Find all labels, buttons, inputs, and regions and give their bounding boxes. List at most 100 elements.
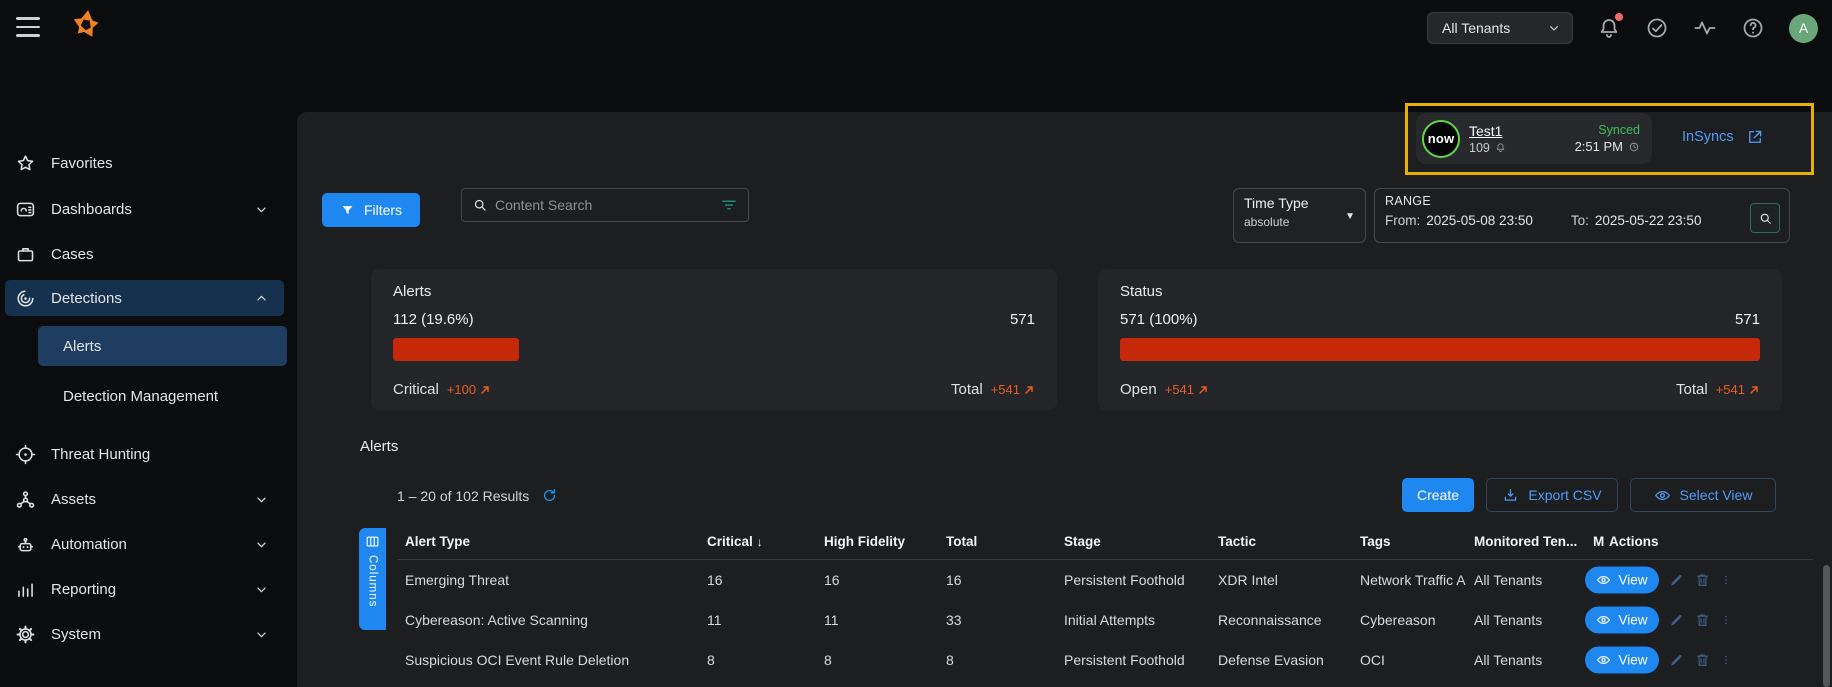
insyncs-link-label: InSyncs bbox=[1682, 129, 1734, 145]
range-to-value[interactable]: 2025-05-22 23:50 bbox=[1594, 213, 1702, 228]
sidebar: Favorites Dashboards Cases Detections Alerts… bbox=[0, 56, 297, 687]
sidebar-item-threat-hunting[interactable]: Threat Hunting bbox=[5, 436, 284, 472]
highlight-annotation-box bbox=[1405, 103, 1814, 175]
topbar: All Tenants A bbox=[0, 0, 1832, 56]
sidebar-item-dashboards[interactable]: Dashboards bbox=[5, 191, 284, 227]
footer-right-label: Total bbox=[951, 381, 983, 398]
column-header-high-fidelity[interactable]: High Fidelity bbox=[824, 534, 905, 549]
export-csv-label: Export CSV bbox=[1528, 487, 1602, 503]
sidebar-item-assets[interactable]: Assets bbox=[5, 481, 284, 517]
cell-stage: Persistent Foothold bbox=[1064, 652, 1185, 668]
more-actions-icon[interactable] bbox=[1720, 652, 1732, 669]
view-button[interactable]: View bbox=[1585, 646, 1659, 674]
sidebar-item-system[interactable]: System bbox=[5, 616, 284, 652]
sidebar-item-label: Reporting bbox=[51, 580, 117, 598]
sync-count: 109 bbox=[1469, 140, 1490, 155]
chevron-down-icon bbox=[251, 581, 272, 598]
sidebar-item-detection-management[interactable]: Detection Management bbox=[38, 378, 287, 414]
sidebar-item-automation[interactable]: Automation bbox=[5, 526, 284, 562]
query-filter-icon[interactable] bbox=[720, 196, 738, 214]
activity-pulse-icon[interactable] bbox=[1693, 16, 1717, 40]
sidebar-item-reporting[interactable]: Reporting bbox=[5, 571, 284, 607]
refresh-icon[interactable] bbox=[541, 487, 558, 504]
content-search-input[interactable] bbox=[495, 197, 713, 213]
star-icon bbox=[15, 153, 36, 174]
range-from-label: From: bbox=[1385, 213, 1421, 228]
columns-grid-icon bbox=[365, 534, 380, 549]
more-actions-icon[interactable] bbox=[1720, 612, 1732, 629]
clock-icon bbox=[1628, 141, 1640, 153]
apply-range-search-button[interactable] bbox=[1750, 203, 1780, 233]
time-type-dropdown[interactable]: Time Type absolute ▼ bbox=[1233, 188, 1366, 243]
view-button[interactable]: View bbox=[1585, 566, 1659, 594]
filters-button[interactable]: Filters bbox=[322, 193, 420, 227]
dropdown-arrow-icon: ▼ bbox=[1345, 211, 1355, 222]
sidebar-item-label: Automation bbox=[51, 535, 127, 553]
footer-left-delta: +100 bbox=[446, 382, 477, 397]
range-from-value[interactable]: 2025-05-08 23:50 bbox=[1426, 213, 1533, 228]
tasks-check-icon[interactable] bbox=[1645, 16, 1669, 40]
delete-icon[interactable] bbox=[1694, 612, 1711, 629]
trend-up-icon bbox=[1197, 384, 1209, 396]
cell-critical: 8 bbox=[707, 652, 715, 668]
footer-right-label: Total bbox=[1676, 381, 1708, 398]
sort-desc-icon: ↓ bbox=[756, 535, 763, 549]
columns-button[interactable]: Columns bbox=[359, 528, 386, 630]
user-avatar[interactable]: A bbox=[1789, 13, 1818, 43]
column-header-tactic[interactable]: Tactic bbox=[1218, 534, 1257, 549]
column-header-actions[interactable]: Actions bbox=[1609, 534, 1659, 549]
more-actions-icon[interactable] bbox=[1720, 572, 1732, 589]
tenant-selector[interactable]: All Tenants bbox=[1427, 12, 1573, 44]
column-header-alert-type[interactable]: Alert Type bbox=[405, 534, 471, 549]
notifications-bell-icon[interactable] bbox=[1597, 13, 1623, 40]
search-icon bbox=[1758, 211, 1773, 226]
edit-icon[interactable] bbox=[1668, 572, 1685, 589]
edit-icon[interactable] bbox=[1668, 612, 1685, 629]
download-icon bbox=[1502, 487, 1519, 504]
dashboards-icon bbox=[15, 199, 36, 220]
card-left-value: 571 (100%) bbox=[1120, 311, 1198, 328]
sidebar-item-alerts[interactable]: Alerts bbox=[38, 326, 287, 366]
sync-status-badge: Synced bbox=[1598, 123, 1640, 137]
table-row[interactable]: Emerging Threat 16 16 16 Persistent Foothold… bbox=[397, 560, 1813, 600]
sidebar-item-favorites[interactable]: Favorites bbox=[5, 145, 284, 181]
sync-connector-name-link[interactable]: Test1 bbox=[1469, 122, 1503, 139]
edit-icon[interactable] bbox=[1668, 652, 1685, 669]
table-row[interactable]: Cybereason: Active Scanning 11 11 33 Initial… bbox=[397, 600, 1813, 640]
sidebar-item-cases[interactable]: Cases bbox=[5, 236, 284, 272]
column-header-total[interactable]: Total bbox=[946, 534, 978, 549]
column-header-tags[interactable]: Tags bbox=[1360, 534, 1391, 549]
column-header-critical[interactable]: Critical ↓ bbox=[707, 534, 763, 549]
alerts-stat-card: Alerts 112 (19.6%) 571 Critical +100 Tot… bbox=[371, 269, 1057, 410]
help-icon[interactable] bbox=[1741, 16, 1765, 40]
select-view-button[interactable]: Select View bbox=[1630, 478, 1776, 512]
cell-monitored_tenants: All Tenants bbox=[1474, 612, 1543, 628]
delete-icon[interactable] bbox=[1694, 652, 1711, 669]
cell-alert_type: Suspicious OCI Event Rule Deletion bbox=[405, 652, 630, 668]
cell-alert_type: Cybereason: Active Scanning bbox=[405, 612, 588, 628]
hamburger-menu-icon[interactable] bbox=[16, 17, 40, 37]
export-csv-button[interactable]: Export CSV bbox=[1486, 478, 1618, 512]
view-button[interactable]: View bbox=[1585, 606, 1659, 634]
card-title: Status bbox=[1120, 283, 1163, 300]
insyncs-link[interactable]: InSyncs bbox=[1682, 128, 1764, 146]
alerts-section-title: Alerts bbox=[360, 438, 399, 455]
chevron-up-icon bbox=[251, 290, 272, 307]
chevron-down-icon bbox=[251, 536, 272, 553]
external-link-icon bbox=[1746, 128, 1764, 146]
cell-stage: Initial Attempts bbox=[1064, 612, 1156, 628]
column-header-stage[interactable]: Stage bbox=[1064, 534, 1101, 549]
delete-icon[interactable] bbox=[1694, 572, 1711, 589]
vertical-scrollbar[interactable] bbox=[1823, 565, 1830, 687]
sidebar-item-detections[interactable]: Detections bbox=[5, 280, 284, 316]
threat-hunting-icon bbox=[15, 444, 36, 465]
cell-tags: Network Traffic A bbox=[1360, 572, 1466, 588]
column-header-monitored-ten-[interactable]: Monitored Ten... bbox=[1474, 534, 1578, 549]
column-header-m[interactable]: M bbox=[1593, 534, 1604, 549]
card-left-value: 112 (19.6%) bbox=[393, 311, 474, 328]
eye-icon bbox=[1596, 573, 1611, 588]
tenant-selector-value: All Tenants bbox=[1442, 20, 1511, 36]
table-row[interactable]: Suspicious OCI Event Rule Deletion 8 8 8 Per… bbox=[397, 640, 1813, 680]
create-button[interactable]: Create bbox=[1402, 478, 1474, 512]
content-search-box bbox=[461, 188, 749, 222]
